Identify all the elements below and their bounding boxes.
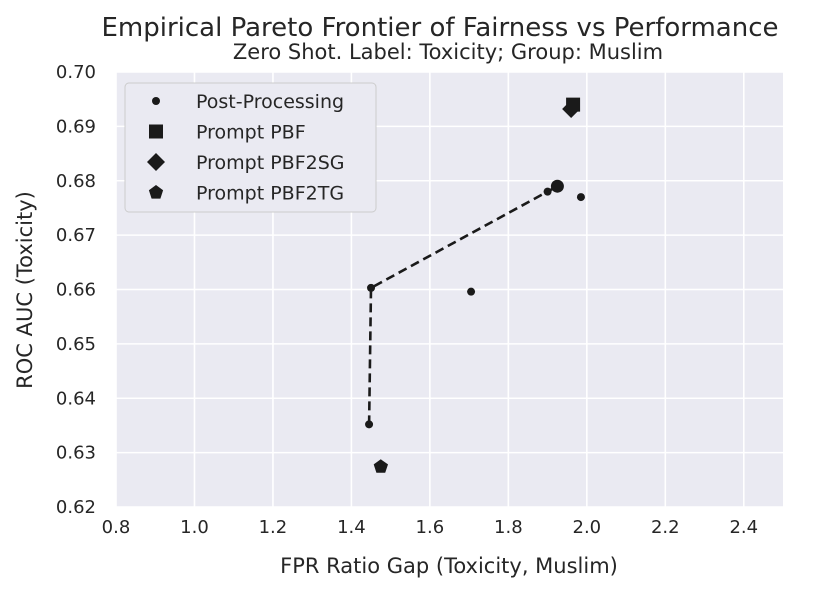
point-dot (367, 283, 376, 292)
x-tick-label: 2.4 (729, 517, 758, 538)
point-pentagon (373, 459, 388, 473)
x-tick-label: 1.6 (416, 517, 445, 538)
y-tick-label: 0.70 (56, 62, 96, 83)
y-tick-label: 0.67 (56, 225, 96, 246)
y-tick-labels: 0.62 0.63 0.64 0.65 0.66 0.67 0.68 0.69 0.70 (56, 62, 96, 518)
y-tick-label: 0.63 (56, 443, 96, 464)
point-dot (543, 187, 552, 196)
x-tick-labels: 0.8 1.0 1.2 1.4 1.6 1.8 2.0 2.2 2.4 (102, 517, 758, 538)
x-axis-label: FPR Ratio Gap (Toxicity, Muslim) (280, 554, 618, 578)
y-tick-label: 0.65 (56, 334, 96, 355)
legend-marker-diamond (147, 153, 165, 171)
legend-box (124, 82, 377, 213)
point-dot (365, 420, 374, 429)
legend-marker-square (149, 124, 163, 139)
legend: Post-Processing Prompt PBF Prompt PBF2SG Pr… (124, 82, 377, 213)
y-tick-label: 0.66 (56, 280, 96, 301)
point-dot (467, 287, 476, 296)
y-tick-label: 0.68 (56, 171, 96, 192)
legend-label: Post-Processing (196, 91, 344, 113)
x-tick-label: 2.2 (651, 517, 680, 538)
legend-label: Prompt PBF (196, 122, 306, 144)
legend-label: Prompt PBF2SG (196, 152, 345, 174)
chart-title: Empirical Pareto Frontier of Fairness vs… (101, 13, 778, 43)
x-tick-label: 1.8 (494, 517, 523, 538)
x-tick-label: 2.0 (573, 517, 602, 538)
x-tick-label: 0.8 (102, 517, 131, 538)
data-points (365, 97, 585, 473)
y-tick-label: 0.64 (56, 388, 96, 409)
point-diamond (562, 99, 581, 118)
legend-marker-dot (152, 97, 160, 105)
legend-marker-pentagon (148, 185, 164, 199)
chart-subtitle: Zero Shot. Label: Toxicity; Group: Musli… (233, 40, 663, 64)
point-dot (550, 179, 564, 193)
x-tick-label: 1.0 (180, 517, 209, 538)
y-axis-label: ROC AUC (Toxicity) (13, 191, 37, 389)
legend-label: Prompt PBF2TG (196, 183, 344, 205)
x-tick-label: 1.4 (337, 517, 366, 538)
y-tick-label: 0.69 (56, 116, 96, 137)
y-tick-label: 0.62 (56, 497, 96, 518)
x-tick-label: 1.2 (259, 517, 288, 538)
point-dot (576, 193, 585, 202)
